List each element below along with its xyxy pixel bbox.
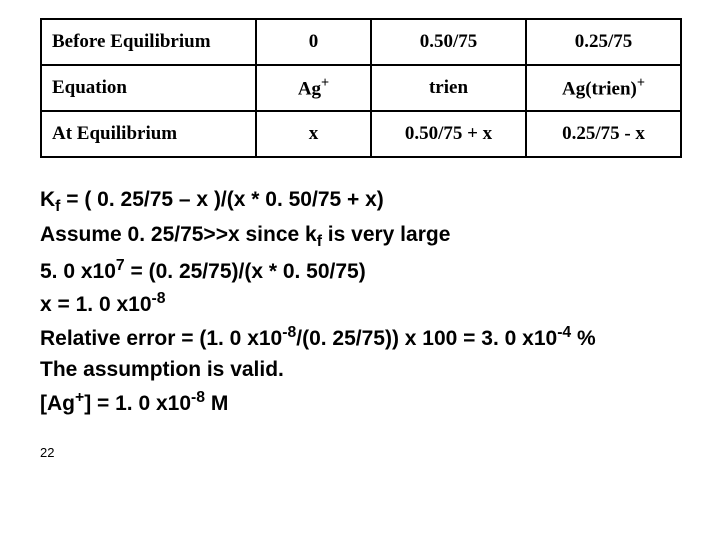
- calc-line: [Ag+] = 1. 0 x10-8 M: [40, 386, 680, 420]
- cell-col2: 0.50/75: [371, 19, 526, 65]
- cell-col3: 0.25/75: [526, 19, 681, 65]
- row-label: Before Equilibrium: [41, 19, 256, 65]
- cell-col2: 0.50/75 + x: [371, 111, 526, 157]
- row-label: At Equilibrium: [41, 111, 256, 157]
- table-row: EquationAg+trienAg(trien)+: [41, 65, 681, 111]
- calc-line: 5. 0 x107 = (0. 25/75)/(x * 0. 50/75): [40, 254, 680, 288]
- cell-col3: 0.25/75 - x: [526, 111, 681, 157]
- table-row: Before Equilibrium00.50/750.25/75: [41, 19, 681, 65]
- cell-col1: x: [256, 111, 371, 157]
- calculation-block: Kf = ( 0. 25/75 – x )/(x * 0. 50/75 + x)…: [40, 184, 680, 419]
- page-number: 22: [40, 445, 680, 460]
- cell-col3: Ag(trien)+: [526, 65, 681, 111]
- cell-col2: trien: [371, 65, 526, 111]
- calc-line: Kf = ( 0. 25/75 – x )/(x * 0. 50/75 + x): [40, 184, 680, 219]
- calc-line: Relative error = (1. 0 x10-8/(0. 25/75))…: [40, 321, 680, 355]
- calc-line: x = 1. 0 x10-8: [40, 287, 680, 321]
- equilibrium-table: Before Equilibrium00.50/750.25/75Equatio…: [40, 18, 682, 158]
- calc-line: The assumption is valid.: [40, 354, 680, 386]
- calc-line: Assume 0. 25/75>>x since kf is very larg…: [40, 219, 680, 254]
- cell-col1: 0: [256, 19, 371, 65]
- table-row: At Equilibriumx0.50/75 + x0.25/75 - x: [41, 111, 681, 157]
- row-label: Equation: [41, 65, 256, 111]
- cell-col1: Ag+: [256, 65, 371, 111]
